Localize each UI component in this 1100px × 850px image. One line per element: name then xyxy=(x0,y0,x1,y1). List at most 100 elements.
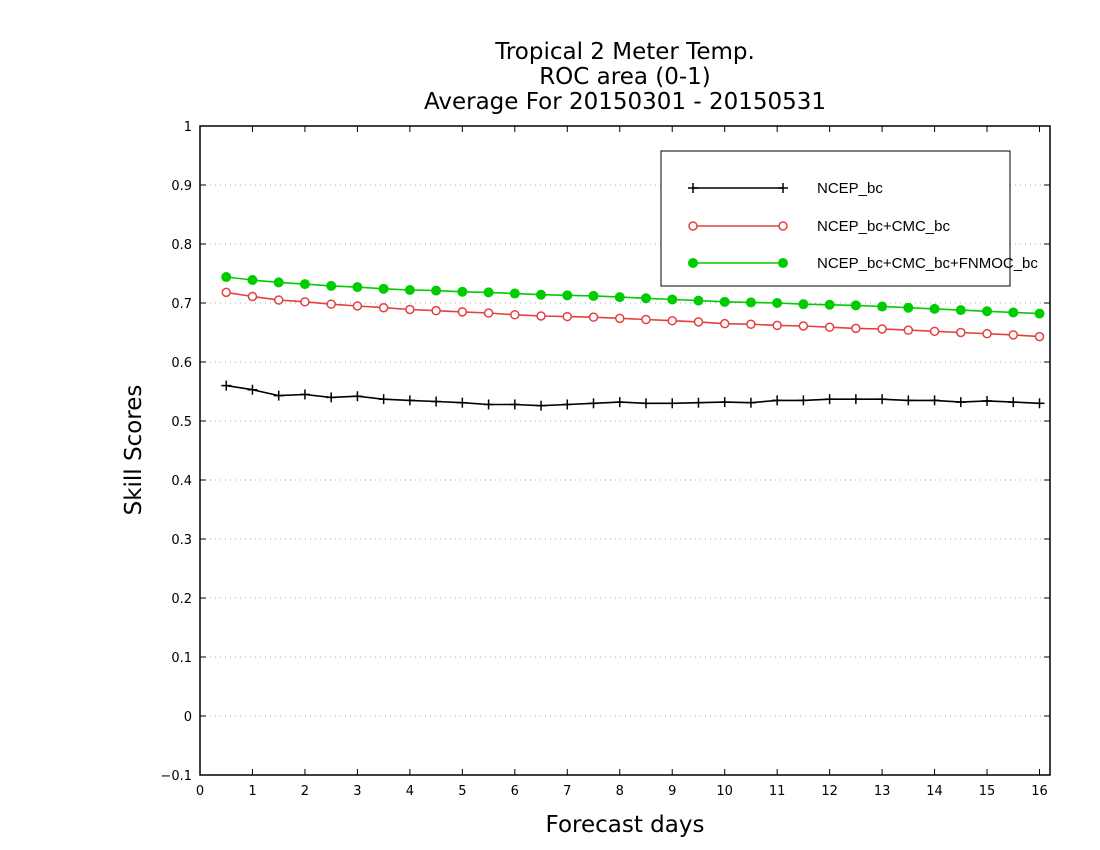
data-point xyxy=(536,311,546,321)
data-point xyxy=(824,322,835,332)
legend-marker xyxy=(688,221,698,231)
data-point xyxy=(667,294,678,305)
data-point xyxy=(693,317,704,327)
data-point xyxy=(929,303,940,314)
data-point xyxy=(719,318,730,329)
data-point xyxy=(300,297,310,307)
data-point xyxy=(929,395,940,406)
data-point xyxy=(509,399,520,410)
y-axis-ticks: −0.1 0 0.1 0.2 0.3 0.4 0.5 0.6 0.7 0.8 0.9 1 xyxy=(160,120,1050,784)
data-point xyxy=(247,384,258,395)
data-point xyxy=(719,296,730,307)
x-axis-ticks: 0 1 2 3 4 5 6 7 8 9 10 11 12 13 14 15 16 xyxy=(196,126,1048,799)
data-point xyxy=(326,280,337,291)
data-point xyxy=(352,391,363,402)
data-point xyxy=(404,285,415,296)
legend-marker xyxy=(778,258,788,268)
data-point xyxy=(404,395,415,406)
data-point xyxy=(1034,308,1045,319)
data-point xyxy=(667,398,678,409)
data-point xyxy=(955,305,966,316)
data-point xyxy=(719,397,730,408)
legend-entries: NCEP_bc NCEP_bc+CMC_bc NCEP_bc+CMC_bc+FNMO… xyxy=(688,180,1038,272)
data-point xyxy=(903,325,914,335)
data-point xyxy=(378,302,389,313)
data-point xyxy=(536,289,547,300)
chart-title: Tropical 2 Meter Temp. ROC area (0-1) Av… xyxy=(424,39,826,115)
data-point xyxy=(772,298,783,308)
y-tick-label: 0.2 xyxy=(171,592,192,607)
data-point xyxy=(352,301,363,311)
data-point xyxy=(457,307,468,317)
y-tick-label: 0 xyxy=(184,710,192,725)
series-line xyxy=(226,291,1040,338)
data-point xyxy=(982,328,992,339)
data-point xyxy=(299,279,310,290)
y-tick-label: 0.8 xyxy=(171,238,192,253)
data-point xyxy=(877,324,887,334)
data-point xyxy=(273,390,284,401)
data-point xyxy=(457,397,468,408)
y-tick-label: 0.3 xyxy=(171,533,192,548)
data-point xyxy=(955,397,966,408)
data-point xyxy=(326,299,336,309)
data-point xyxy=(641,314,651,325)
data-point xyxy=(483,308,494,318)
x-tick-label: 14 xyxy=(926,784,943,799)
data-point xyxy=(798,321,809,331)
data-point xyxy=(1008,330,1019,340)
data-point xyxy=(798,299,809,310)
y-tick-label: 0.5 xyxy=(171,415,192,430)
x-tick-label: 3 xyxy=(353,784,361,799)
x-tick-label: 15 xyxy=(979,784,996,799)
y-tick-label: 0.1 xyxy=(171,651,192,666)
legend-marker xyxy=(688,183,698,193)
x-tick-label: 0 xyxy=(196,784,204,799)
x-tick-label: 6 xyxy=(511,784,519,799)
legend-marker xyxy=(778,221,788,231)
data-point xyxy=(693,295,704,306)
data-point xyxy=(877,394,888,405)
data-point xyxy=(615,313,625,324)
legend-label: NCEP_bc xyxy=(817,180,883,197)
data-point xyxy=(378,283,389,294)
y-tick-label: −0.1 xyxy=(160,769,192,784)
data-point xyxy=(326,392,337,403)
data-point xyxy=(640,293,651,304)
data-point xyxy=(956,327,966,338)
x-tick-label: 9 xyxy=(668,784,676,799)
grid-lines xyxy=(200,184,1050,717)
data-point xyxy=(483,399,494,410)
legend-label: NCEP_bc+CMC_bc+FNMOC_bc xyxy=(817,255,1038,272)
data-point xyxy=(588,398,599,409)
data-point xyxy=(562,399,573,410)
data-point xyxy=(746,319,756,329)
data-point xyxy=(221,380,232,391)
data-point xyxy=(745,297,756,308)
legend-marker xyxy=(688,258,698,268)
y-tick-label: 0.7 xyxy=(171,297,192,312)
data-point xyxy=(273,277,284,288)
data-point xyxy=(510,310,520,320)
legend-entry-0: NCEP_bc xyxy=(688,180,883,197)
data-point xyxy=(431,305,441,316)
series-line xyxy=(226,384,1040,407)
data-point xyxy=(588,290,599,301)
data-point xyxy=(851,323,861,334)
data-point xyxy=(693,397,704,408)
data-point xyxy=(221,272,232,283)
y-tick-label: 1 xyxy=(184,120,192,135)
data-point xyxy=(562,290,573,301)
data-point xyxy=(772,395,783,406)
data-point xyxy=(1008,397,1019,408)
x-tick-label: 2 xyxy=(301,784,309,799)
title-line-2: ROC area (0-1) xyxy=(539,64,711,90)
data-point xyxy=(903,395,914,406)
data-point xyxy=(431,285,442,296)
series-1 xyxy=(221,287,1045,342)
legend-entry-1: NCEP_bc+CMC_bc xyxy=(688,218,950,235)
data-point xyxy=(221,287,231,298)
data-point xyxy=(929,326,940,337)
data-point xyxy=(982,395,993,406)
